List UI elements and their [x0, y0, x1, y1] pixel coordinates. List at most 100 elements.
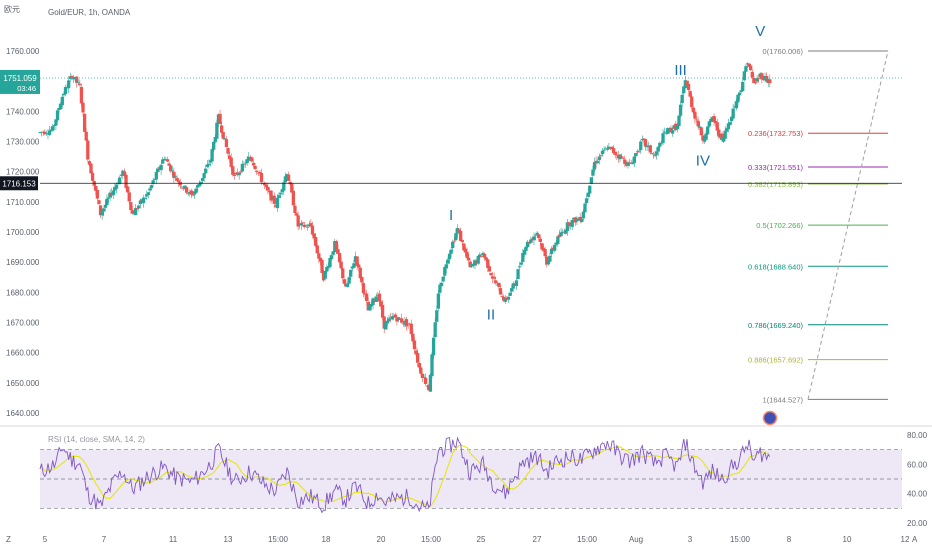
candle-body [296, 215, 300, 227]
candle-body [374, 296, 378, 302]
candle-body [706, 126, 710, 135]
candle-body [352, 263, 356, 268]
candle-body [533, 234, 538, 236]
candle-body [360, 276, 364, 283]
candle-body [720, 133, 724, 140]
candle-body [546, 261, 550, 265]
time-axis-tick: 13 [224, 535, 233, 544]
candle-body [341, 268, 345, 279]
candle-body [282, 182, 286, 191]
candle-body [744, 66, 748, 72]
candle-body [768, 79, 772, 84]
candle-body [559, 232, 563, 237]
time-axis-tick: 15:00 [268, 535, 289, 544]
candle-body [133, 208, 138, 215]
fibonacci-retracement[interactable]: 0(1760.006) 0.236(1732.753) 0.333(1721.551… [748, 47, 889, 404]
candle-body [124, 174, 128, 188]
candle-body [173, 176, 178, 177]
price-axis-tick: 1720.000 [6, 168, 40, 177]
candle-body [694, 119, 699, 121]
candle-body [259, 173, 264, 183]
candle-body [661, 133, 665, 143]
candle-body [78, 83, 82, 86]
candle-body [484, 257, 488, 261]
candle-body [105, 198, 109, 206]
candle-body [500, 296, 504, 298]
candle-body [685, 80, 689, 85]
candle-body [377, 293, 382, 302]
candle-body [329, 255, 334, 259]
candle-body [263, 182, 267, 186]
candle-body [95, 190, 100, 199]
candle-body [309, 223, 313, 226]
candle-body [245, 159, 249, 164]
candle-body [135, 208, 139, 210]
candle-body [570, 219, 574, 227]
candle-body [299, 223, 303, 226]
candle-body [612, 148, 616, 154]
wave-label-i: I [449, 207, 453, 224]
candle-body [757, 78, 761, 79]
candle-body [213, 136, 217, 143]
candle-body [266, 187, 270, 191]
candle-body [145, 194, 149, 197]
wave-label-ii: II [487, 306, 495, 323]
candle-body [439, 282, 444, 287]
candle-body [97, 200, 101, 205]
candle-body [462, 243, 466, 251]
candle-body [600, 150, 605, 155]
candle-body [553, 244, 557, 251]
candle-body [111, 190, 115, 196]
candle-body [755, 78, 759, 82]
candle-body [102, 208, 106, 212]
candle-body [212, 141, 216, 150]
candle-body [749, 65, 753, 71]
candle-body [543, 249, 547, 257]
candle-body [525, 241, 530, 248]
candle-body [169, 165, 173, 172]
zoom-button[interactable]: Z [6, 535, 11, 544]
candle-body [428, 374, 433, 392]
candle-body [409, 323, 413, 335]
candle-body [447, 253, 452, 260]
candle-body [148, 188, 152, 191]
candle-body [337, 253, 342, 263]
candle-body [86, 140, 90, 160]
price-axis-tick: 1730.000 [6, 138, 40, 147]
candle-body [404, 319, 409, 327]
candle-body [369, 303, 374, 307]
auto-scale-button[interactable]: A [912, 535, 918, 544]
candle-body [420, 373, 425, 379]
candle-body [207, 163, 211, 166]
candle-body [721, 136, 726, 142]
candle-body [699, 127, 703, 136]
candle-body [540, 243, 544, 250]
candle-body [176, 180, 181, 183]
candle-body [717, 129, 721, 137]
candle-body [736, 94, 740, 103]
candle-body [149, 185, 154, 189]
candle-body [433, 322, 437, 337]
candle-body [451, 241, 455, 249]
candle-body [737, 92, 742, 96]
event-marker-icon[interactable] [762, 410, 778, 426]
candle-body [380, 304, 385, 318]
candle-body [537, 234, 541, 239]
time-axis-tick: 8 [787, 535, 792, 544]
candle-body [444, 264, 448, 269]
candle-body [637, 150, 641, 152]
candle-body [180, 186, 184, 188]
candle-body [229, 157, 233, 167]
candle-body [658, 142, 662, 147]
candle-body [138, 200, 143, 205]
time-axis-tick: 20 [377, 535, 386, 544]
candle-body [459, 230, 463, 241]
price-axis-tick: 1680.000 [6, 288, 40, 297]
candle-body [463, 248, 468, 253]
candle-body [709, 118, 713, 123]
candle-body [411, 333, 415, 342]
fib-trend-line[interactable] [807, 50, 889, 400]
candle-body [680, 94, 684, 104]
